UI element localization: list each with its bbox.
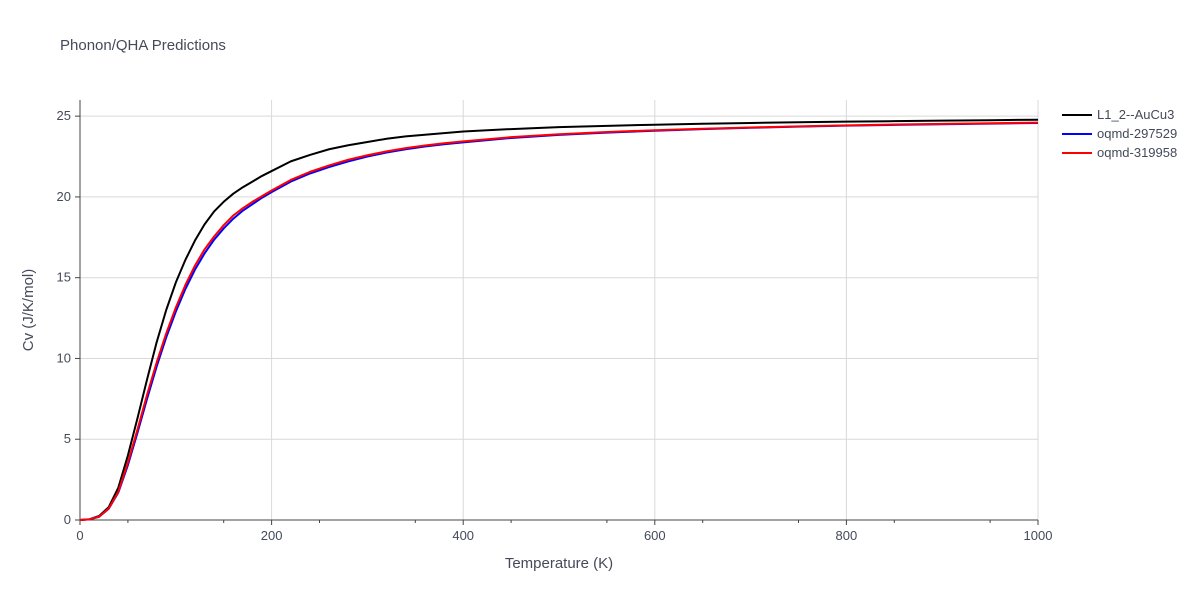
y-tick-label: 0 [64,512,71,527]
y-tick-label: 20 [57,189,71,204]
series-line-3 [79,121,1039,521]
y-tick-label: 10 [57,350,71,365]
axes: 0 200 400 600 800 1000 0 5 10 15 20 25 [57,100,1053,543]
x-tick-label: 200 [261,528,283,543]
legend-label: L1_2--AuCu3 [1097,107,1174,122]
y-tick-label: 25 [57,108,71,123]
legend-item[interactable]: oqmd-319958 [1062,145,1177,160]
legend[interactable]: L1_2--AuCu3 oqmd-297529 oqmd-319958 [1062,107,1177,160]
y-axis-title: Cv (J/K/mol) [20,269,37,352]
series-line-2 [79,121,1039,521]
series-line-1 [79,118,1039,521]
y-tick-label: 15 [57,270,71,285]
grid [80,100,1039,520]
legend-label: oqmd-297529 [1097,126,1177,141]
legend-label: oqmd-319958 [1097,145,1177,160]
chart-title: Phonon/QHA Predictions [60,37,226,54]
x-tick-label: 800 [836,528,858,543]
x-tick-label: 1000 [1024,528,1053,543]
y-tick-label: 5 [64,431,71,446]
x-tick-label: 0 [76,528,83,543]
series-lines [79,118,1039,521]
legend-item[interactable]: L1_2--AuCu3 [1062,107,1174,122]
x-tick-label: 600 [644,528,666,543]
legend-item[interactable]: oqmd-297529 [1062,126,1177,141]
x-tick-label: 400 [452,528,474,543]
x-axis-title: Temperature (K) [505,555,613,572]
